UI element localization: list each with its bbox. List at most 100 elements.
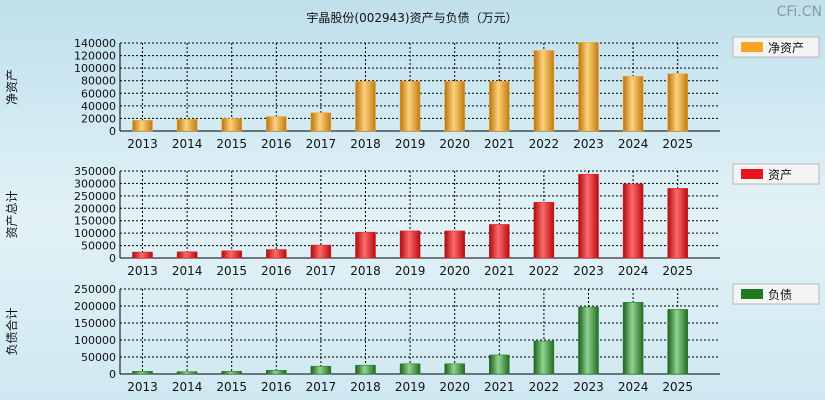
x-tick-label: 2019: [395, 380, 426, 394]
panels-group: 0200004000060000800001000001200001400002…: [4, 36, 820, 394]
y-tick-label: 350000: [74, 165, 116, 178]
legend-swatch: [741, 42, 763, 52]
bar-2025: [667, 309, 688, 375]
bar-2018: [355, 231, 376, 259]
x-tick-label: 2024: [618, 380, 649, 394]
bar-2021: [489, 224, 510, 259]
x-tick-label: 2023: [573, 264, 604, 278]
y-tick-label: 100000: [74, 227, 116, 240]
x-tick-label: 2019: [395, 137, 426, 151]
chart-title: 宇晶股份(002943)资产与负债（万元）: [306, 11, 517, 25]
legend: 净资产: [732, 36, 820, 58]
x-tick-label: 2013: [127, 137, 158, 151]
watermark-text: CFi.CN: [777, 4, 822, 20]
y-tick-label: 250000: [74, 190, 116, 203]
bar-2019: [399, 81, 421, 132]
bar-2023: [578, 173, 599, 259]
y-tick-label: 100000: [74, 334, 116, 347]
bar-2014: [176, 119, 198, 132]
x-tick-label: 2024: [618, 137, 649, 151]
bar-2013: [132, 371, 153, 375]
x-tick-label: 2017: [306, 380, 337, 394]
x-tick-label: 2017: [306, 264, 337, 278]
bar-2017: [310, 365, 332, 375]
x-tick-label: 2024: [618, 264, 649, 278]
y-tick-label: 200000: [74, 300, 116, 313]
y-tick-label: 0: [109, 125, 116, 138]
bar-2015: [221, 250, 242, 259]
y-tick-label: 80000: [81, 75, 116, 88]
y-axis-label: 负债合计: [4, 307, 19, 355]
bar-2017: [310, 244, 332, 259]
x-tick-label: 2022: [529, 380, 560, 394]
y-tick-label: 50000: [81, 240, 116, 253]
bar-2015: [221, 118, 242, 132]
x-tick-label: 2022: [529, 264, 560, 278]
x-tick-label: 2015: [216, 137, 247, 151]
bar-2024: [622, 183, 644, 259]
x-tick-label: 2014: [172, 137, 203, 151]
x-tick-label: 2016: [261, 137, 292, 151]
x-tick-label: 2020: [439, 137, 470, 151]
x-tick-label: 2019: [395, 264, 426, 278]
bar-2016: [266, 370, 287, 375]
x-tick-label: 2023: [573, 380, 604, 394]
bar-2016: [266, 249, 287, 259]
bar-2019: [399, 363, 421, 375]
y-tick-label: 0: [109, 368, 116, 381]
y-tick-label: 100000: [74, 62, 116, 75]
x-tick-label: 2015: [216, 380, 247, 394]
x-tick-label: 2018: [350, 137, 381, 151]
y-tick-label: 140000: [74, 37, 116, 50]
bar-2025: [667, 73, 688, 132]
y-tick-label: 300000: [74, 177, 116, 190]
legend-label: 负债: [768, 288, 792, 302]
bar-2021: [489, 354, 510, 375]
bar-2020: [444, 363, 465, 375]
y-tick-label: 60000: [81, 87, 116, 100]
legend-label: 资产: [768, 168, 792, 182]
y-tick-label: 20000: [81, 112, 116, 125]
x-tick-label: 2025: [662, 264, 693, 278]
y-tick-label: 0: [109, 252, 116, 265]
bar-2014: [176, 251, 198, 259]
x-tick-label: 2022: [529, 137, 560, 151]
bar-2013: [132, 251, 153, 259]
x-tick-label: 2016: [261, 380, 292, 394]
x-tick-label: 2013: [127, 380, 158, 394]
bar-2022: [533, 202, 555, 259]
bar-2024: [622, 76, 644, 132]
y-tick-label: 40000: [81, 100, 116, 113]
x-tick-label: 2020: [439, 380, 470, 394]
bar-2020: [444, 230, 465, 259]
bar-2020: [444, 81, 465, 132]
x-tick-label: 2021: [484, 380, 515, 394]
bar-2013: [132, 120, 153, 132]
bar-2017: [310, 112, 332, 132]
bar-2022: [533, 340, 555, 375]
bar-2024: [622, 302, 644, 375]
legend-label: 净资产: [768, 41, 804, 55]
panel-2: 0500001000001500002000002500003000003500…: [5, 163, 820, 278]
bar-2019: [399, 230, 421, 259]
bar-2014: [176, 371, 198, 375]
bar-2023: [578, 42, 599, 132]
x-tick-label: 2013: [127, 264, 158, 278]
y-tick-label: 150000: [74, 317, 116, 330]
x-tick-label: 2015: [216, 264, 247, 278]
y-tick-label: 250000: [74, 283, 116, 296]
x-tick-label: 2021: [484, 137, 515, 151]
legend: 资产: [732, 163, 820, 185]
bar-2018: [355, 364, 376, 375]
y-axis-label: 资产总计: [5, 190, 19, 238]
x-tick-label: 2014: [172, 264, 203, 278]
y-tick-label: 200000: [74, 202, 116, 215]
legend-swatch: [741, 169, 763, 179]
y-axis-label: 净资产: [5, 69, 19, 105]
legend: 负债: [732, 283, 820, 305]
x-tick-label: 2021: [484, 264, 515, 278]
y-tick-label: 150000: [74, 215, 116, 228]
